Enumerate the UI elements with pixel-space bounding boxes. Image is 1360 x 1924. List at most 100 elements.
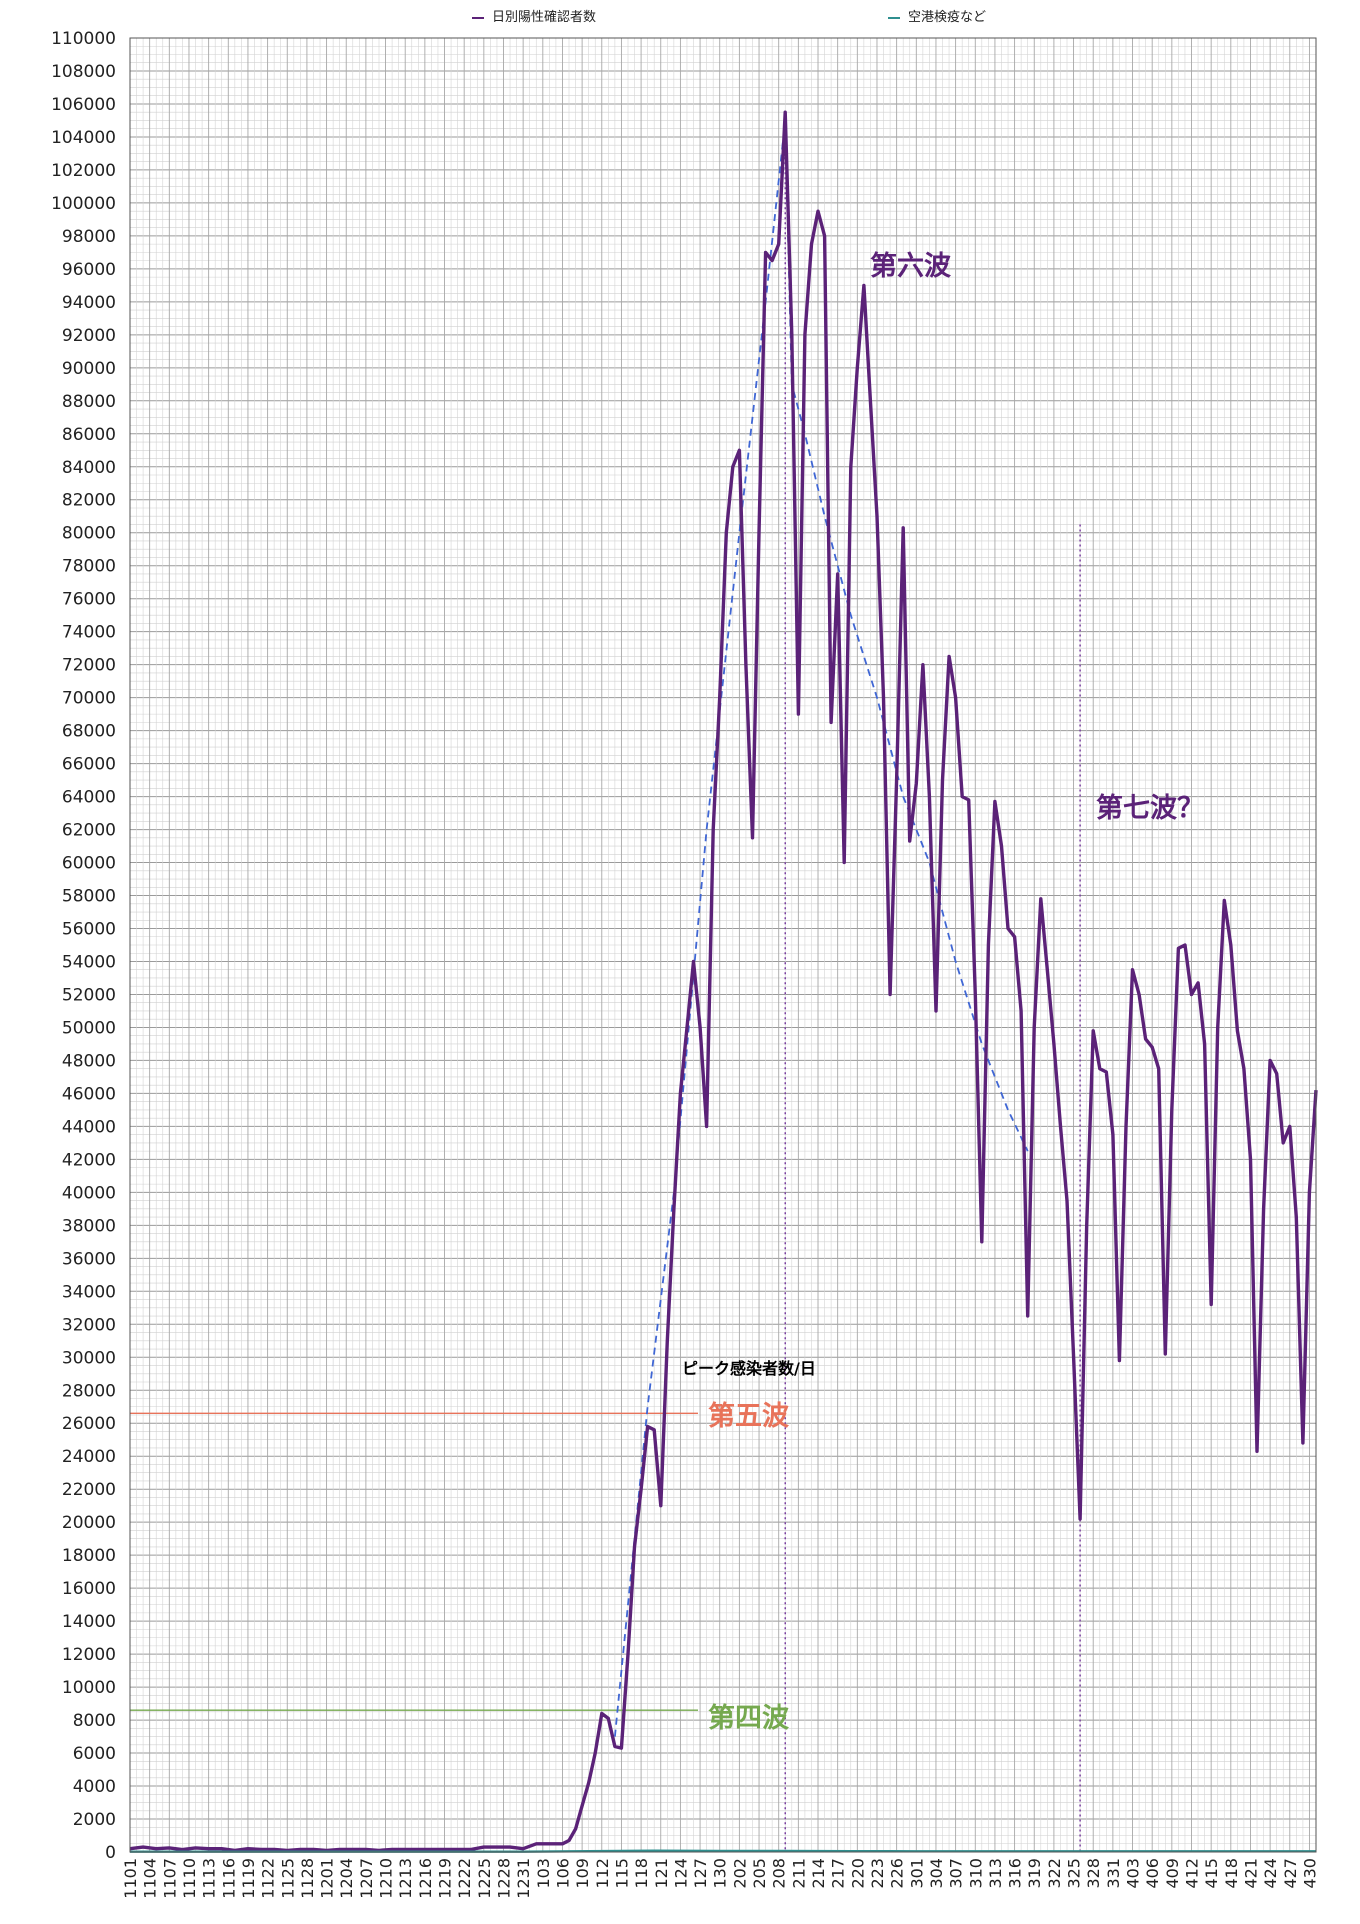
x-tick-label: 211 xyxy=(789,1858,808,1889)
x-tick-label: 409 xyxy=(1163,1858,1182,1889)
y-tick-label: 26000 xyxy=(62,1414,116,1434)
y-tick-label: 58000 xyxy=(62,887,116,907)
axes: 0 2000 4000 6000 8000 10000 12000 14000 16000 180… xyxy=(51,29,1319,1899)
x-tick-label: 1128 xyxy=(298,1858,317,1899)
x-tick-label: 1228 xyxy=(494,1858,513,1899)
y-tick-label: 34000 xyxy=(62,1282,116,1302)
x-tick-label: 403 xyxy=(1124,1858,1143,1889)
y-tick-label: 90000 xyxy=(62,359,116,379)
x-tick-label: 430 xyxy=(1300,1858,1319,1889)
x-tick-label: 1201 xyxy=(318,1858,337,1899)
x-tick-label: 1207 xyxy=(357,1858,376,1899)
legend-item-airport-quarantine[interactable]: 空港検疫など xyxy=(888,6,986,25)
y-tick-label: 98000 xyxy=(62,227,116,247)
y-tick-label: 54000 xyxy=(62,952,116,972)
x-tick-label: 313 xyxy=(986,1858,1005,1889)
y-tick-label: 32000 xyxy=(62,1315,116,1335)
x-tick-label: 316 xyxy=(1006,1858,1025,1889)
x-tick-label: 124 xyxy=(671,1858,690,1889)
x-tick-label: 1107 xyxy=(160,1858,179,1899)
x-tick-label: 226 xyxy=(888,1858,907,1889)
x-tick-label: 103 xyxy=(534,1858,553,1889)
y-tick-label: 38000 xyxy=(62,1216,116,1236)
grid xyxy=(129,37,1317,1853)
x-tick-label: 214 xyxy=(809,1858,828,1889)
x-tick-label: 1219 xyxy=(436,1858,455,1899)
x-tick-label: 205 xyxy=(750,1858,769,1889)
y-tick-label: 70000 xyxy=(62,689,116,709)
y-tick-label: 84000 xyxy=(62,458,116,478)
x-tick-label: 223 xyxy=(868,1858,887,1889)
y-tick-label: 94000 xyxy=(62,293,116,313)
x-tick-label: 325 xyxy=(1065,1858,1084,1889)
y-tick-label: 4000 xyxy=(73,1777,116,1797)
y-tick-label: 2000 xyxy=(73,1810,116,1830)
x-tick-label: 1216 xyxy=(416,1858,435,1899)
y-tick-label: 102000 xyxy=(51,161,116,181)
x-tick-label: 304 xyxy=(927,1858,946,1889)
y-tick-label: 100000 xyxy=(51,194,116,214)
x-tick-label: 319 xyxy=(1025,1858,1044,1889)
x-tick-label: 1213 xyxy=(396,1858,415,1899)
x-tick-label: 1122 xyxy=(259,1858,278,1899)
y-tick-label: 68000 xyxy=(62,722,116,742)
x-tick-label: 220 xyxy=(848,1858,867,1889)
y-tick-label: 30000 xyxy=(62,1348,116,1368)
y-tick-label: 56000 xyxy=(62,920,116,940)
y-tick-label: 76000 xyxy=(62,590,116,610)
x-tick-label: 415 xyxy=(1202,1858,1221,1889)
x-tick-label: 109 xyxy=(573,1858,592,1889)
x-tick-label: 412 xyxy=(1183,1858,1202,1889)
legend-label-airport-quarantine: 空港検疫など xyxy=(908,10,987,25)
series-line-daily-positive xyxy=(129,110,1318,1853)
x-tick-label: 217 xyxy=(829,1858,848,1889)
y-tick-label: 74000 xyxy=(62,623,116,643)
y-tick-label: 6000 xyxy=(73,1744,116,1764)
x-tick-label: 130 xyxy=(711,1858,730,1889)
wave-reference-lines xyxy=(130,1412,698,1711)
y-tick-label: 20000 xyxy=(62,1513,116,1533)
y-tick-label: 50000 xyxy=(62,1018,116,1038)
x-tick-label: 1119 xyxy=(239,1858,258,1899)
legend-swatch-airport-quarantine xyxy=(888,16,900,19)
x-tick-label: 202 xyxy=(730,1858,749,1889)
x-tick-label: 127 xyxy=(691,1858,710,1889)
y-tick-label: 82000 xyxy=(62,491,116,511)
y-tick-label: 42000 xyxy=(62,1150,116,1170)
y-tick-label: 60000 xyxy=(62,854,116,874)
x-tick-label: 1210 xyxy=(377,1858,396,1899)
x-tick-label: 424 xyxy=(1261,1858,1280,1889)
x-tick-label: 301 xyxy=(907,1858,926,1889)
peak-label: ピーク感染者数/日 xyxy=(682,1359,816,1378)
x-tick-label: 106 xyxy=(553,1858,572,1889)
y-tick-label: 62000 xyxy=(62,821,116,841)
legend-label-daily-positive: 日別陽性確認者数 xyxy=(492,10,597,25)
legend-swatch-daily-positive xyxy=(472,16,484,19)
y-tick-label: 80000 xyxy=(62,524,116,544)
x-tick-label: 310 xyxy=(966,1858,985,1889)
wave7-label: 第七波？ xyxy=(1096,793,1204,824)
y-tick-label: 24000 xyxy=(62,1447,116,1467)
x-tick-label: 1104 xyxy=(141,1858,160,1899)
x-tick-label: 406 xyxy=(1143,1858,1162,1889)
wave5-label: 第五波 xyxy=(708,1401,789,1432)
x-tick-label: 307 xyxy=(947,1858,966,1889)
y-tick-label: 40000 xyxy=(62,1183,116,1203)
y-tick-label: 14000 xyxy=(62,1612,116,1632)
y-tick-label: 8000 xyxy=(73,1711,116,1731)
x-tick-label: 121 xyxy=(652,1858,671,1889)
y-tick-label: 46000 xyxy=(62,1084,116,1104)
x-tick-label: 1110 xyxy=(180,1858,199,1899)
y-tick-label: 104000 xyxy=(51,128,116,148)
legend-item-daily-positive[interactable]: 日別陽性確認者数 xyxy=(472,6,596,25)
x-tick-label: 427 xyxy=(1281,1858,1300,1889)
x-tick-label: 1225 xyxy=(475,1858,494,1899)
y-tick-label: 92000 xyxy=(62,326,116,346)
y-tick-label: 110000 xyxy=(51,29,116,49)
x-tick-label: 1222 xyxy=(455,1858,474,1899)
y-tick-label: 28000 xyxy=(62,1381,116,1401)
y-tick-label: 44000 xyxy=(62,1117,116,1137)
x-tick-label: 421 xyxy=(1241,1858,1260,1889)
